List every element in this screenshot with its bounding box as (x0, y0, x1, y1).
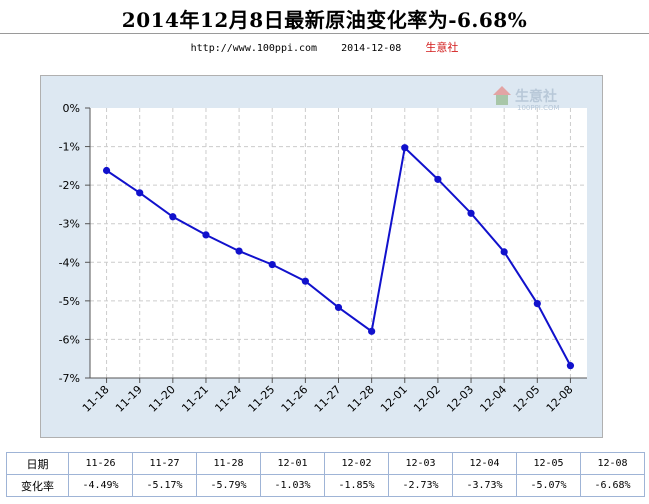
x-tick-label: 11-28 (345, 383, 377, 415)
x-tick-label: 11-24 (212, 383, 244, 415)
source-line: http://www.100ppi.com 2014-12-08 生意社 (0, 39, 649, 55)
table-cell-rate: -2.73% (388, 474, 453, 497)
data-point (500, 248, 508, 256)
table-cell-date: 11-26 (68, 452, 133, 475)
watermark-url: 100PPI.COM (517, 104, 560, 112)
data-point (268, 261, 276, 269)
table-header-date: 日期 (6, 452, 69, 475)
rate-table: 日期 11-26 11-27 11-28 12-01 12-02 12-03 12-04 12… (6, 452, 645, 497)
data-point (169, 213, 177, 221)
x-tick-label: 12-03 (444, 383, 476, 415)
data-point (102, 166, 111, 175)
source-date: 2014-12-08 (341, 43, 402, 54)
x-tick-label: 11-18 (80, 383, 112, 415)
data-point (202, 231, 210, 239)
table-cell-rate: -3.73% (452, 474, 517, 497)
x-tick-label: 11-19 (113, 383, 145, 415)
data-point (467, 209, 475, 217)
y-tick-label: -1% (59, 141, 80, 154)
y-tick-label: -3% (59, 218, 80, 231)
table-cell-date: 11-27 (132, 452, 197, 475)
data-point (566, 362, 575, 370)
x-tick-label: 12-05 (511, 383, 543, 415)
y-tick-label: -4% (59, 256, 80, 269)
table-cell-date: 11-28 (196, 452, 261, 475)
table-cell-rate: -5.17% (132, 474, 197, 497)
chart-frame: 生意社 100PPI.COM 0% -1% -2% -3% -4% -5% -6% -7% 11-1… (40, 75, 603, 438)
data-point (301, 277, 309, 285)
data-point (368, 327, 376, 335)
title-divider (0, 33, 649, 34)
table-cell-rate: -1.85% (324, 474, 389, 497)
table-cell-rate: -6.68% (580, 474, 645, 497)
line-chart: 生意社100PPI.COM0%-1%-2%-3%-4%-5%-6%-7%11-1… (59, 86, 587, 415)
y-tick-label: -7% (59, 372, 80, 385)
x-tick-label: 11-27 (312, 383, 344, 415)
x-tick-label: 12-04 (477, 383, 509, 415)
watermark-name: 生意社 (515, 88, 557, 105)
table-header-rate: 变化率 (6, 474, 69, 497)
source-url[interactable]: http://www.100ppi.com (190, 43, 318, 54)
y-tick-label: -5% (59, 295, 80, 308)
x-tick-label: 11-20 (146, 383, 178, 415)
table-cell-date: 12-02 (324, 452, 389, 475)
table-cell-date: 12-08 (580, 452, 645, 475)
table-row-dates: 日期 11-26 11-27 11-28 12-01 12-02 12-03 12-04 12… (6, 452, 645, 475)
data-point (334, 303, 343, 312)
y-tick-label: 0% (63, 102, 80, 115)
table-cell-date: 12-05 (516, 452, 581, 475)
data-point (401, 144, 409, 152)
page-title: 2014年12月8日最新原油变化率为-6.68% (121, 8, 528, 32)
table-row-rates: 变化率 -4.49% -5.17% -5.79% -1.03% -1.85% -2.73%… (6, 474, 645, 497)
table-cell-date: 12-04 (452, 452, 517, 475)
table-cell-date: 12-03 (388, 452, 453, 475)
x-tick-label: 11-26 (279, 383, 311, 415)
logo-roof-icon (493, 86, 511, 95)
table-cell-date: 12-01 (260, 452, 325, 475)
y-tick-label: -2% (59, 179, 80, 192)
source-brand[interactable]: 生意社 (425, 41, 459, 54)
table-cell-rate: -4.49% (68, 474, 133, 497)
table-cell-rate: -5.79% (196, 474, 261, 497)
data-point (136, 189, 144, 197)
y-tick-label: -6% (59, 333, 80, 346)
table-cell-rate: -5.07% (516, 474, 581, 497)
logo-house-icon (496, 95, 508, 105)
table-cell-rate: -1.03% (260, 474, 325, 497)
data-point (235, 247, 243, 255)
data-point (434, 175, 442, 183)
x-tick-label: 11-21 (179, 383, 211, 415)
data-point (533, 299, 541, 308)
x-tick-label: 11-25 (246, 383, 278, 415)
x-tick-label: 12-02 (411, 383, 443, 415)
x-tick-label: 12-01 (378, 383, 410, 415)
x-tick-label: 12-08 (544, 383, 576, 415)
